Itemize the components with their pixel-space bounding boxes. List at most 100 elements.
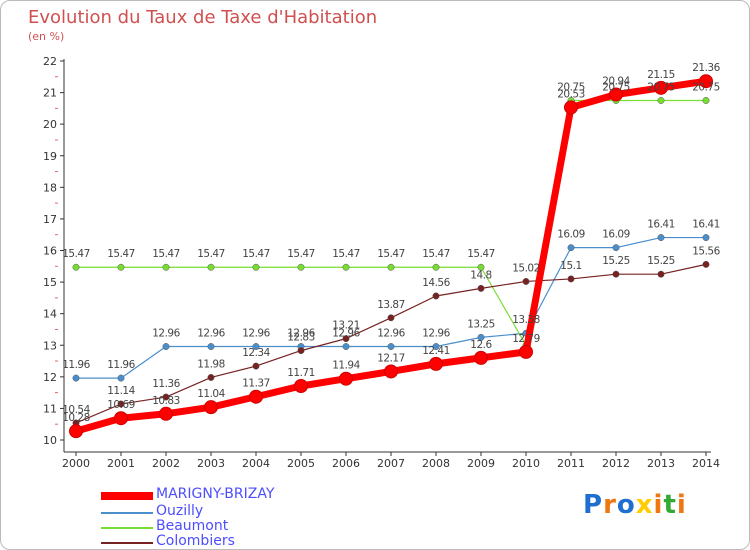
- data-point: [252, 362, 260, 370]
- data-label: 13.87: [377, 299, 405, 311]
- data-point: [387, 314, 395, 322]
- data-label: 10.28: [62, 412, 90, 424]
- data-label: 15.47: [467, 248, 495, 260]
- data-point: [567, 244, 575, 252]
- x-tick-label: 2007: [377, 457, 405, 470]
- data-label: 11.36: [152, 378, 180, 390]
- data-point: [477, 333, 485, 341]
- x-tick-label: 2008: [422, 457, 450, 470]
- data-point: [702, 97, 710, 104]
- data-label: 16.09: [557, 229, 585, 241]
- data-label: 14.8: [470, 269, 491, 281]
- y-tick-label: 14: [43, 308, 57, 321]
- data-label: 10.69: [107, 399, 135, 411]
- data-point: [297, 347, 305, 355]
- logo-letter: i: [676, 490, 687, 520]
- data-point: [657, 270, 665, 278]
- x-tick-label: 2011: [557, 457, 585, 470]
- data-point: [387, 263, 395, 271]
- data-label: 13.38: [512, 314, 540, 326]
- data-label: 20.75: [602, 81, 630, 93]
- data-label: 21.36: [692, 62, 720, 74]
- chart-plot-area: [69, 74, 713, 439]
- data-label: 15.02: [512, 262, 540, 274]
- data-point: [117, 374, 125, 382]
- data-point: [204, 400, 218, 415]
- y-tick-label: 19: [43, 150, 57, 163]
- data-point: [657, 97, 665, 104]
- data-label: 20.94: [602, 75, 630, 87]
- data-point: [432, 292, 440, 300]
- data-point: [162, 343, 170, 350]
- data-label: 12.96: [242, 328, 270, 340]
- data-label: 12.17: [377, 352, 405, 364]
- proxiti-logo: Proxiti: [583, 490, 687, 520]
- x-tick-label: 2005: [287, 457, 315, 470]
- data-point: [297, 263, 305, 271]
- data-point: [342, 263, 350, 271]
- data-label: 15.25: [647, 255, 675, 267]
- data-label: 11.96: [107, 359, 135, 371]
- data-point: [384, 364, 398, 379]
- data-point: [477, 284, 485, 292]
- logo-letter: r: [603, 490, 617, 520]
- x-tick-label: 2000: [62, 457, 90, 470]
- data-point: [519, 344, 533, 359]
- data-label: 15.47: [242, 248, 270, 260]
- data-label: 11.96: [62, 359, 90, 371]
- logo-letter: t: [663, 490, 677, 520]
- data-point: [609, 87, 623, 102]
- x-tick-label: 2004: [242, 457, 270, 470]
- data-label: 13.25: [467, 318, 495, 330]
- data-point: [477, 263, 485, 271]
- data-point: [432, 263, 440, 271]
- data-label: 12.79: [512, 333, 540, 345]
- legend-swatch: [101, 512, 153, 514]
- legend-label: Ouzilly: [156, 503, 204, 519]
- y-tick-label: 17: [43, 213, 57, 226]
- data-label: 16.09: [602, 229, 630, 241]
- data-label: 20.75: [557, 81, 585, 93]
- data-label: 12.41: [422, 345, 450, 357]
- data-point: [294, 378, 308, 393]
- data-point: [69, 424, 83, 439]
- legend-label: Colombiers: [156, 533, 235, 549]
- data-label: 10.54: [62, 404, 90, 416]
- legend-label: Beaumont: [156, 518, 229, 534]
- data-label: 21.15: [647, 69, 675, 81]
- y-tick-label: 15: [43, 276, 57, 289]
- data-label: 15.1: [560, 260, 581, 272]
- data-label: 15.47: [422, 248, 450, 260]
- data-label: 20.75: [692, 81, 720, 93]
- data-label: 12.96: [197, 328, 225, 340]
- data-point: [162, 263, 170, 271]
- data-label: 15.47: [107, 248, 135, 260]
- logo-letter: P: [583, 490, 604, 520]
- x-tick-label: 2006: [332, 457, 360, 470]
- data-point: [162, 393, 170, 401]
- logo-letter: o: [616, 490, 636, 520]
- x-tick-label: 2001: [107, 457, 135, 470]
- data-point: [702, 234, 710, 242]
- x-tick-label: 2003: [197, 457, 225, 470]
- x-tick-label: 2014: [692, 457, 720, 470]
- legend-swatch: [101, 542, 153, 544]
- x-tick-label: 2013: [647, 457, 675, 470]
- data-point: [252, 263, 260, 271]
- data-label: 10.83: [152, 395, 180, 407]
- y-tick-label: 13: [43, 339, 57, 352]
- y-tick-label: 10: [43, 434, 57, 447]
- data-point: [117, 263, 125, 271]
- data-point: [474, 350, 488, 365]
- data-point: [339, 371, 353, 386]
- y-tick-label: 12: [43, 371, 57, 384]
- data-label: 11.71: [287, 367, 315, 379]
- data-point: [432, 343, 440, 350]
- data-point: [387, 343, 395, 350]
- data-point: [342, 335, 350, 343]
- data-point: [342, 343, 350, 350]
- data-label: 15.47: [287, 248, 315, 260]
- logo-letter: i: [653, 490, 664, 520]
- data-label: 12.34: [242, 347, 270, 359]
